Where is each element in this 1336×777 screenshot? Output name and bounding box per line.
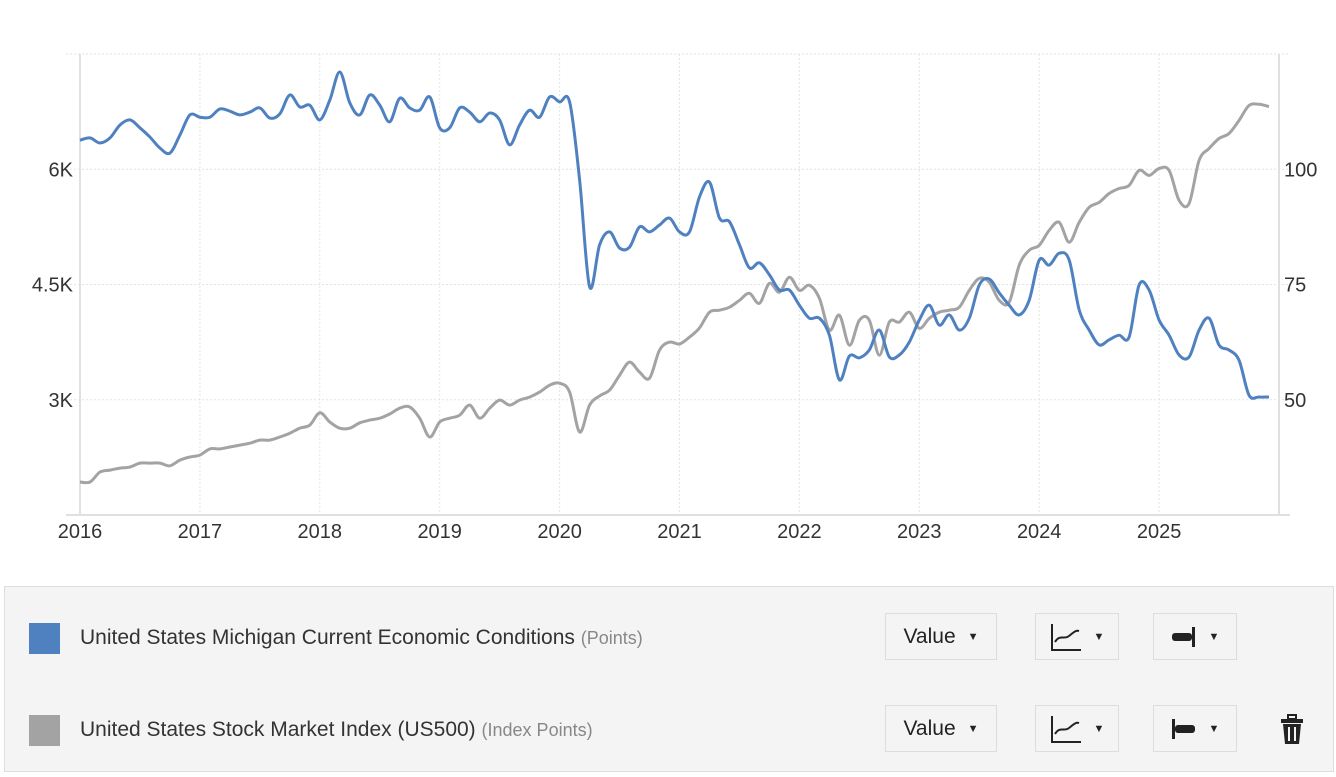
- line-chart-icon: [1050, 623, 1081, 651]
- series-name: United States Michigan Current Economic …: [80, 626, 575, 649]
- chart-type-dropdown[interactable]: ▼: [1035, 705, 1119, 752]
- x-tick-label: 2016: [58, 521, 103, 543]
- x-tick-label: 2024: [1017, 521, 1062, 543]
- caret-down-icon: ▼: [1208, 630, 1220, 643]
- x-tick-label: 2019: [417, 521, 462, 543]
- x-tick-label: 2020: [537, 521, 582, 543]
- x-tick-label: 2021: [657, 521, 702, 543]
- legend-row-us500: United States Stock Market Index (US500)…: [5, 705, 1333, 755]
- caret-down-icon: ▼: [1093, 722, 1105, 735]
- axis-dropdown[interactable]: ▼: [1153, 613, 1237, 660]
- series-unit: (Points): [580, 628, 643, 648]
- right-tick-label: 50: [1284, 390, 1306, 412]
- caret-down-icon: ▼: [1093, 630, 1105, 643]
- left-tick-label: 6K: [49, 159, 74, 181]
- series-name: United States Stock Market Index (US500): [80, 718, 476, 741]
- x-tick-label: 2017: [178, 521, 223, 543]
- axis-right-icon: [1171, 626, 1195, 647]
- x-tick-label: 2022: [777, 521, 822, 543]
- trash-icon[interactable]: [1279, 713, 1305, 745]
- x-tick-label: 2023: [897, 521, 942, 543]
- value-dropdown[interactable]: Value ▼: [885, 613, 997, 660]
- michigan-series-line: [79, 70, 1270, 400]
- legend-panel: United States Michigan Current Economic …: [4, 586, 1334, 772]
- legend-row-michigan: United States Michigan Current Economic …: [5, 613, 1333, 663]
- value-label: Value: [903, 624, 956, 648]
- caret-down-icon: ▼: [967, 630, 979, 643]
- value-dropdown[interactable]: Value ▼: [885, 705, 997, 752]
- caret-down-icon: ▼: [1208, 722, 1220, 735]
- line-chart-icon: [1050, 715, 1081, 743]
- caret-down-icon: ▼: [967, 722, 979, 735]
- right-tick-label: 100: [1284, 159, 1317, 181]
- axis-dropdown[interactable]: ▼: [1153, 705, 1237, 752]
- us500-series-line: [79, 102, 1270, 485]
- axis-left-icon: [1171, 718, 1195, 739]
- right-tick-label: 75: [1284, 275, 1306, 297]
- series-color-swatch: [29, 715, 60, 746]
- x-tick-label: 2025: [1137, 521, 1182, 543]
- series-unit: (Index Points): [481, 720, 593, 740]
- x-tick-label: 2018: [298, 521, 343, 543]
- value-label: Value: [903, 716, 956, 740]
- left-tick-label: 4.5K: [32, 275, 74, 297]
- series-color-swatch: [29, 623, 60, 654]
- dual-axis-line-chart: 2016 2017 2018 2019 2020 2021 2022 2023 2024 2025…: [32, 53, 1317, 543]
- chart-type-dropdown[interactable]: ▼: [1035, 613, 1119, 660]
- left-tick-label: 3K: [49, 390, 74, 412]
